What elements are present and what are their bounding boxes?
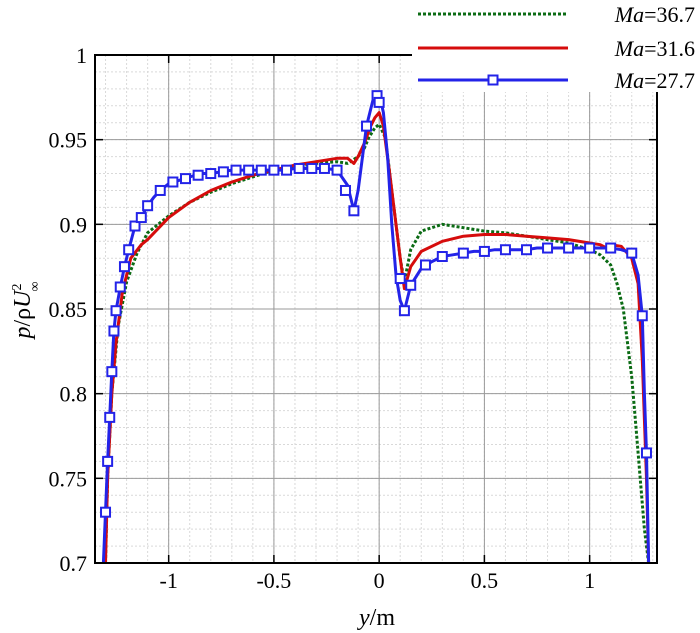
legend-label-italic: Ma [614,2,644,27]
series-marker-2 [110,305,122,317]
series-marker-2 [114,281,126,293]
series-line-2 [101,92,651,564]
axis-ticks: -1 -0.5 0 0.5 1 0.7 0.75 0.8 0.85 0.9 0.95 1 [49,43,657,593]
series-marker-2 [106,366,118,378]
series-layer [100,90,652,564]
series-marker-2 [104,411,116,423]
series-marker-2 [339,184,351,196]
series-marker-2 [255,164,267,176]
series-marker-2 [373,96,385,108]
series-marker-2 [205,168,217,180]
y-tick-label: 0.9 [60,212,88,237]
series-line-1 [104,111,651,564]
legend-label-value: =27.7 [644,68,695,93]
x-tick-label: 0.5 [471,568,499,593]
series-marker-2 [142,200,154,212]
legend-label-value: =31.6 [644,36,695,61]
series-marker-2 [281,164,293,176]
legend-label-value: =36.7 [644,2,695,27]
series-marker-2 [457,247,469,259]
series-marker-2 [318,162,330,174]
x-tick-label: -1 [160,568,178,593]
series-marker-2 [626,247,638,259]
series-marker-2 [419,259,431,271]
series-marker-2 [230,164,242,176]
series-marker-2 [123,244,135,256]
series-marker-2 [167,176,179,188]
series-marker-2 [217,166,229,178]
series-marker-2 [192,169,204,181]
series-marker-2 [499,244,511,256]
series-marker-2 [243,164,255,176]
y-tick-label: 0.85 [49,297,88,322]
y-tick-label: 0.8 [60,382,88,407]
x-tick-label: 0 [374,568,385,593]
x-tick-label: -0.5 [256,568,291,593]
series-marker-2 [405,279,417,291]
y-tick-label: 0.7 [60,551,88,576]
series-marker-2 [154,184,166,196]
series-marker-2 [520,244,532,256]
legend-label-italic: Ma [614,68,644,93]
series-marker-2 [563,242,575,254]
series-marker-2 [180,173,192,185]
series-marker-2 [293,162,305,174]
series-marker-2 [331,164,343,176]
series-marker-2 [478,245,490,257]
legend-marker-2 [487,74,499,86]
series-marker-2 [584,242,596,254]
series-marker-2 [268,164,280,176]
series-marker-2 [129,220,141,232]
major-grid [95,54,657,564]
x-tick-label: 1 [584,568,595,593]
legend-label-0: Ma=36.7 [614,2,695,27]
x-axis-label: y/m [357,605,395,631]
series-marker-2 [394,273,406,285]
series-marker-2 [398,305,410,317]
series-marker-2 [102,455,114,467]
series-marker-2 [436,251,448,263]
series-marker-2 [605,242,617,254]
series-marker-2 [542,242,554,254]
series-marker-2 [361,120,373,132]
series-marker-2 [348,205,360,217]
series-marker-2 [135,212,147,224]
legend: Ma=36.7Ma=31.6Ma=27.7 [412,0,700,93]
y-axis-label: p/ρU2 ∞ [10,281,43,340]
legend-label-italic: Ma [614,36,644,61]
y-tick-label: 1 [76,43,87,68]
y-tick-label: 0.75 [49,466,88,491]
legend-label-1: Ma=31.6 [614,36,695,61]
series-marker-2 [118,261,130,273]
y-tick-label: 0.95 [49,128,88,153]
series-marker-2 [108,325,120,337]
series-marker-2 [636,310,648,322]
legend-label-2: Ma=27.7 [614,68,695,93]
series-marker-2 [306,162,318,174]
series-marker-2 [640,447,652,459]
series-marker-2 [100,506,112,518]
